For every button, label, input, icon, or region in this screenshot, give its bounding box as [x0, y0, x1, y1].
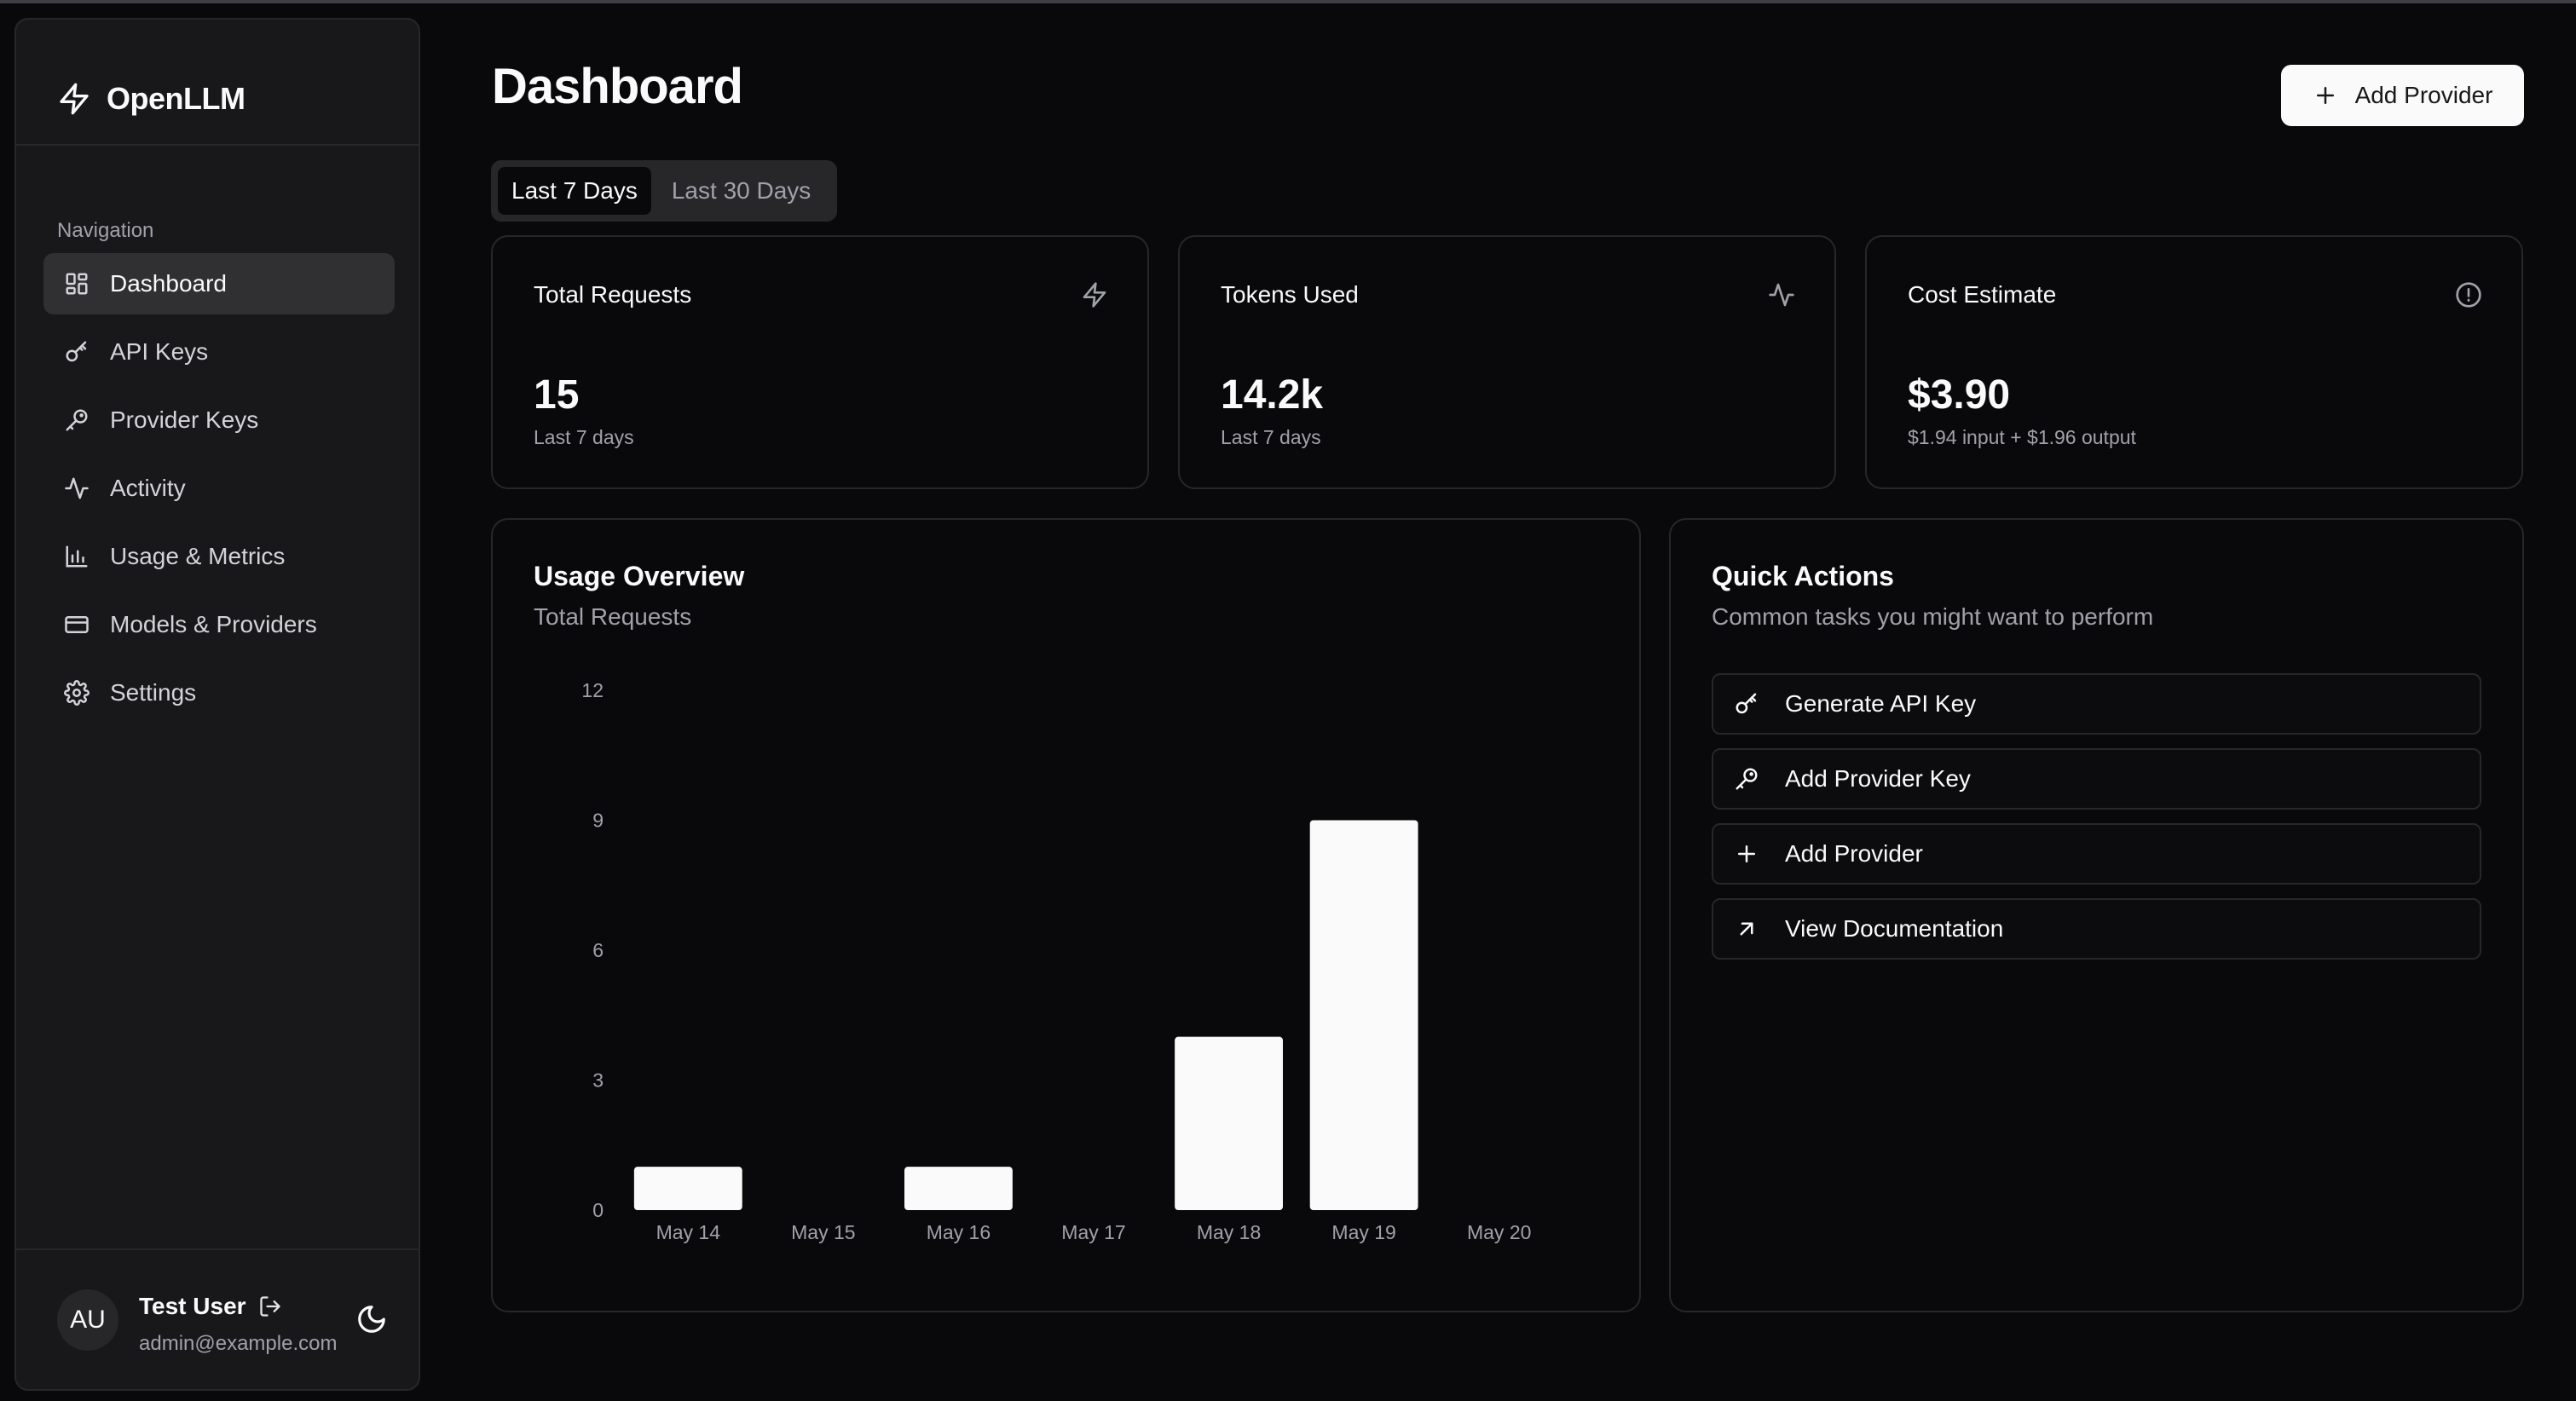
- window-top-edge: [0, 0, 2576, 3]
- activity-icon: [64, 476, 90, 501]
- y-tick-label: 0: [592, 1199, 604, 1221]
- stat-value: $3.90: [1908, 372, 2011, 418]
- divider: [16, 144, 419, 146]
- date-range-tabs: Last 7 Days Last 30 Days: [491, 160, 837, 222]
- page-title: Dashboard: [492, 59, 743, 114]
- activity-icon: [1768, 281, 1795, 308]
- stat-title: Tokens Used: [1221, 281, 1359, 308]
- y-tick-label: 9: [592, 810, 604, 832]
- quick-action-label: Generate API Key: [1785, 690, 1977, 717]
- stat-card-total-requests: Total Requests 15 Last 7 days: [491, 235, 1149, 489]
- sidebar-item-label: Activity: [110, 475, 186, 501]
- sidebar-item-dashboard[interactable]: Dashboard: [43, 253, 395, 314]
- x-tick-label: May 15: [791, 1221, 855, 1243]
- user-name-row: Test User: [139, 1293, 282, 1320]
- quick-actions-subtitle: Common tasks you might want to perform: [1712, 603, 2154, 630]
- user-email: admin@example.com: [139, 1332, 338, 1355]
- stat-subtext: Last 7 days: [534, 426, 634, 448]
- avatar[interactable]: AU: [57, 1289, 118, 1351]
- x-tick-label: May 14: [656, 1221, 721, 1243]
- zap-icon: [57, 82, 91, 116]
- sidebar-item-label: Settings: [110, 679, 197, 706]
- stat-value: 14.2k: [1221, 372, 1324, 418]
- sidebar-item-usage-metrics[interactable]: Usage & Metrics: [43, 526, 395, 587]
- usage-title: Usage Overview: [534, 561, 745, 591]
- sidebar: OpenLLM Navigation Dashboard API Keys Pr…: [14, 18, 420, 1391]
- stat-title: Total Requests: [534, 281, 692, 308]
- chart-bar[interactable]: [1175, 1036, 1283, 1210]
- stat-value: 15: [534, 372, 580, 418]
- sidebar-item-provider-keys[interactable]: Provider Keys: [43, 389, 395, 451]
- sidebar-item-label: Usage & Metrics: [110, 543, 286, 569]
- stat-subtext: $1.94 input + $1.96 output: [1908, 426, 2136, 448]
- sidebar-item-settings[interactable]: Settings: [43, 662, 395, 724]
- quick-action-label: Add Provider: [1785, 840, 1923, 867]
- brand[interactable]: OpenLLM: [57, 81, 245, 117]
- quick-actions-card: Quick Actions Common tasks you might wan…: [1669, 518, 2524, 1312]
- divider: [16, 1248, 419, 1250]
- app-name: OpenLLM: [107, 81, 245, 116]
- add-provider-button[interactable]: Add Provider: [2281, 65, 2524, 126]
- usage-overview-card: 0 3 6 9 12 May 14 May 15 May 16 May 17 May 18 May …: [491, 518, 1641, 1312]
- arrow-up-right-icon: [1734, 916, 1759, 942]
- credit-card-icon: [64, 612, 90, 637]
- add-provider-key-button[interactable]: Add Provider Key: [1712, 748, 2481, 810]
- view-documentation-button[interactable]: View Documentation: [1712, 898, 2481, 960]
- stat-subtext: Last 7 days: [1221, 426, 1321, 448]
- sidebar-item-label: API Keys: [110, 338, 209, 365]
- usage-subtitle: Total Requests: [534, 603, 692, 630]
- generate-api-key-button[interactable]: Generate API Key: [1712, 673, 2481, 735]
- y-tick-label: 3: [592, 1069, 604, 1092]
- key-icon: [1734, 691, 1759, 717]
- zap-icon: [1081, 281, 1108, 308]
- sidebar-item-models-providers[interactable]: Models & Providers: [43, 594, 395, 655]
- quick-actions-title: Quick Actions: [1712, 561, 1894, 591]
- sidebar-item-label: Models & Providers: [110, 611, 317, 637]
- moon-icon[interactable]: [355, 1303, 388, 1335]
- quick-action-label: View Documentation: [1785, 915, 2004, 942]
- quick-action-label: Add Provider Key: [1785, 765, 1971, 792]
- y-tick-label: 6: [592, 939, 604, 961]
- gear-icon: [64, 680, 90, 706]
- stat-card-tokens-used: Tokens Used 14.2k Last 7 days: [1178, 235, 1836, 489]
- plus-icon: [2313, 83, 2338, 108]
- quick-add-provider-button[interactable]: Add Provider: [1712, 823, 2481, 885]
- key-icon: [64, 339, 90, 365]
- sidebar-item-label: Provider Keys: [110, 406, 259, 433]
- chart-bar[interactable]: [1309, 820, 1418, 1211]
- user-name: Test User: [139, 1293, 246, 1319]
- key-round-icon: [1734, 766, 1759, 792]
- chart-bar[interactable]: [904, 1167, 1013, 1210]
- sidebar-nav: Dashboard API Keys Provider Keys Activit…: [43, 253, 395, 730]
- sidebar-item-activity[interactable]: Activity: [43, 458, 395, 519]
- sidebar-item-api-keys[interactable]: API Keys: [43, 321, 395, 383]
- sidebar-item-label: Dashboard: [110, 270, 227, 297]
- tab-last-7-days[interactable]: Last 7 Days: [498, 167, 651, 215]
- x-tick-label: May 16: [927, 1221, 991, 1243]
- bar-chart-icon: [64, 544, 90, 569]
- info-circle-icon: [2455, 281, 2482, 308]
- y-tick-label: 12: [581, 679, 604, 701]
- usage-bar-chart: 0 3 6 9 12 May 14 May 15 May 16 May 17 May 18 May …: [581, 679, 1531, 1243]
- x-tick-label: May 19: [1331, 1221, 1395, 1243]
- x-tick-label: May 17: [1061, 1221, 1125, 1243]
- dashboard-grid-icon: [64, 271, 90, 297]
- x-tick-label: May 18: [1197, 1221, 1261, 1243]
- x-tick-label: May 20: [1467, 1221, 1531, 1243]
- nav-section-label: Navigation: [57, 219, 154, 242]
- quick-actions-list: Generate API Key Add Provider Key Add Pr…: [1712, 673, 2481, 973]
- key-round-icon: [64, 407, 90, 433]
- plus-icon: [1734, 841, 1759, 867]
- add-provider-label: Add Provider: [2354, 82, 2493, 108]
- logout-icon[interactable]: [258, 1294, 282, 1318]
- stat-title: Cost Estimate: [1908, 281, 2057, 308]
- chart-bar[interactable]: [633, 1167, 742, 1210]
- tab-last-30-days[interactable]: Last 30 Days: [671, 177, 811, 204]
- stat-card-cost-estimate: Cost Estimate $3.90 $1.94 input + $1.96 …: [1865, 235, 2523, 489]
